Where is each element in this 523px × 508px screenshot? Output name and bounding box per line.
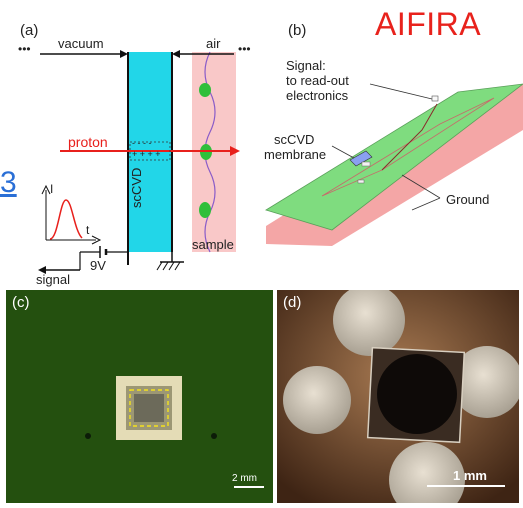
droplet [199,202,211,218]
sample-label: sample [192,237,234,252]
detector-label: scCVD [129,167,144,208]
proton-label: proton [68,134,108,150]
cut-off-fragment: 3 [0,166,17,199]
axis-t-label: t [86,223,90,237]
dots-left: ••• [18,42,31,56]
panel-b-diagram [265,83,523,246]
membrane-chip [349,150,373,167]
panel-c-image [6,290,273,503]
membrane-label-1: scCVD [274,132,315,147]
droplet [199,83,211,97]
membrane-window [134,394,164,422]
panel-d-image [277,290,519,503]
panel-c-scale: 2 mm [232,473,257,484]
header-title: AIFIRA [375,6,482,42]
plus-charges: + + + + [132,149,161,159]
air-arrow-head [172,50,180,58]
signal-arrow-head [38,266,46,274]
panel-b-tag: (b) [288,22,307,39]
panel-c-photo: (c) 2 mm [6,290,273,503]
panel-a: (a) ••• vacuum air ••• proton - - - - + … [18,20,260,290]
inner-trace [321,97,495,197]
disk-right [451,346,519,418]
membrane-label-2: membrane [264,147,327,162]
voltage-label: 9V [90,258,106,273]
panel-a-tag: (a) [20,22,39,39]
panel-d-scale: 1 mm [453,468,487,483]
air-label: air [206,36,221,51]
vacuum-arrow-head [120,50,128,58]
axis-i-label: I [50,182,54,196]
pulse-curve [49,199,83,240]
signal-title: Signal: [286,58,326,73]
membrane-dark-window [377,354,457,434]
signal-trace [381,103,438,171]
minus-charges: - - - - [132,138,152,148]
proton-arrow-head [230,146,240,156]
signal-line2: to read-out [286,73,349,88]
dots-right: ••• [238,42,251,56]
panel-d-tag: (d) [283,294,302,311]
disk-bottom [389,442,465,503]
panel-b: (b) Signal: to read-out electronics scCV… [262,20,523,260]
signal-line3: electronics [286,88,349,103]
panel-c-tag: (c) [12,294,30,311]
panel-d-photo: (d) 1 mm [277,290,519,503]
signal-label: signal [36,272,70,287]
dashed-outline [129,389,169,427]
panel-a-diagram [38,50,240,274]
vacuum-label: vacuum [58,36,104,51]
ground-label: Ground [446,192,490,207]
disk-left [283,366,351,434]
disk-top [333,290,405,356]
